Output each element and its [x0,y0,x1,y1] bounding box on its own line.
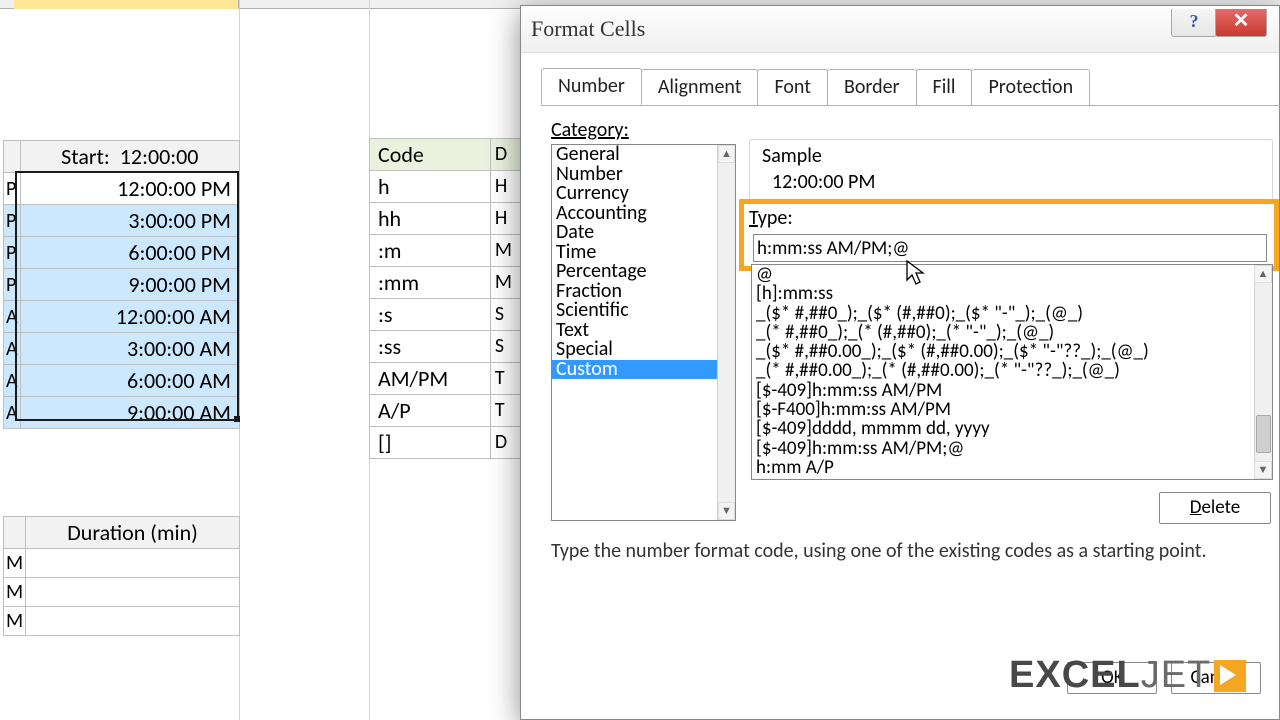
scroll-thumb[interactable] [1256,415,1271,453]
col-header-d[interactable] [14,0,239,9]
scrollbar[interactable]: ▲ ▼ [717,145,735,520]
watermark-icon [1214,660,1246,692]
tab-number[interactable]: Number [541,68,642,105]
format-item[interactable]: [h]:mm:ss [752,284,1272,303]
category-item-selected[interactable]: Custom [552,360,735,380]
start-header-right: 12:00:00 [120,143,199,170]
hint-text: Type the number format code, using one o… [551,539,1251,563]
category-label: Category: [551,118,629,142]
duration-cell[interactable] [26,578,240,607]
format-item[interactable]: h:mm A/P [752,458,1272,477]
format-cells-dialog: Format Cells ? ✕ NumberAlignmentFontBord… [520,5,1280,720]
format-item[interactable]: [$-409]dddd, mmmm dd, yyyy [752,419,1272,438]
titlebar[interactable]: Format Cells ? ✕ [521,6,1279,53]
codes-col-a: Code [370,138,491,170]
close-icon: ✕ [1233,10,1250,32]
type-highlight [739,199,1279,271]
scroll-down-icon[interactable]: ▼ [718,502,735,520]
format-item[interactable]: _(* #,##0.00_);_(* (#,##0.00);_(* "-"??_… [752,361,1272,380]
sample-label: Sample [760,144,824,168]
tab-fill[interactable]: Fill [916,69,973,105]
tab-strip: NumberAlignmentFontBorderFillProtection [541,68,1089,106]
tab-alignment[interactable]: Alignment [641,69,759,105]
duration-cell[interactable] [26,549,240,578]
start-row[interactable]: 3:00:00 AM [20,333,239,365]
start-header-left: Start: [61,143,110,170]
start-row[interactable]: 6:00:00 AM [20,365,239,397]
start-table: Start: 12:00:00 P12:00:00 PM P3:00:00 PM… [3,140,240,429]
help-button[interactable]: ? [1171,9,1217,37]
scroll-up-icon[interactable]: ▲ [1254,265,1272,283]
start-row[interactable]: 3:00:00 PM [20,205,239,237]
tab-border[interactable]: Border [827,69,917,105]
tab-protection[interactable]: Protection [971,69,1090,105]
sample-box: Sample 12:00:00 PM [749,139,1273,201]
dialog-title: Format Cells [531,16,645,42]
format-item[interactable]: _($* #,##0_);_($* (#,##0);_($* "-"_);_(@… [752,304,1272,323]
watermark: EXCELJET [1009,654,1246,697]
scroll-down-icon[interactable]: ▼ [1254,461,1272,479]
start-row[interactable]: 6:00:00 PM [20,237,239,269]
start-row[interactable]: 9:00:00 AM [20,397,239,429]
tab-font[interactable]: Font [757,69,827,105]
delete-button[interactable]: Delete [1159,492,1271,524]
start-row[interactable]: 12:00:00 AM [20,301,239,333]
start-row[interactable]: 9:00:00 PM [20,269,239,301]
codes-col-b: D [490,138,520,170]
scroll-up-icon[interactable]: ▲ [718,145,735,163]
duration-header: Duration (min) [26,517,240,549]
duration-cell[interactable] [26,607,240,636]
start-row[interactable]: 12:00:00 PM [20,173,239,205]
tab-underline [541,105,1280,106]
close-button[interactable]: ✕ [1215,9,1267,37]
category-listbox[interactable]: General Number Currency Accounting Date … [551,144,736,521]
codes-table: CodeD hH hhH :mM :mmM :sS :ssS AM/PMT A/… [369,108,521,459]
duration-table: Duration (min) M M M [3,516,240,636]
format-list[interactable]: @ [h]:mm:ss _($* #,##0_);_($* (#,##0);_(… [751,264,1273,480]
start-row-p: P [4,173,21,205]
sample-value: 12:00:00 PM [772,170,875,194]
